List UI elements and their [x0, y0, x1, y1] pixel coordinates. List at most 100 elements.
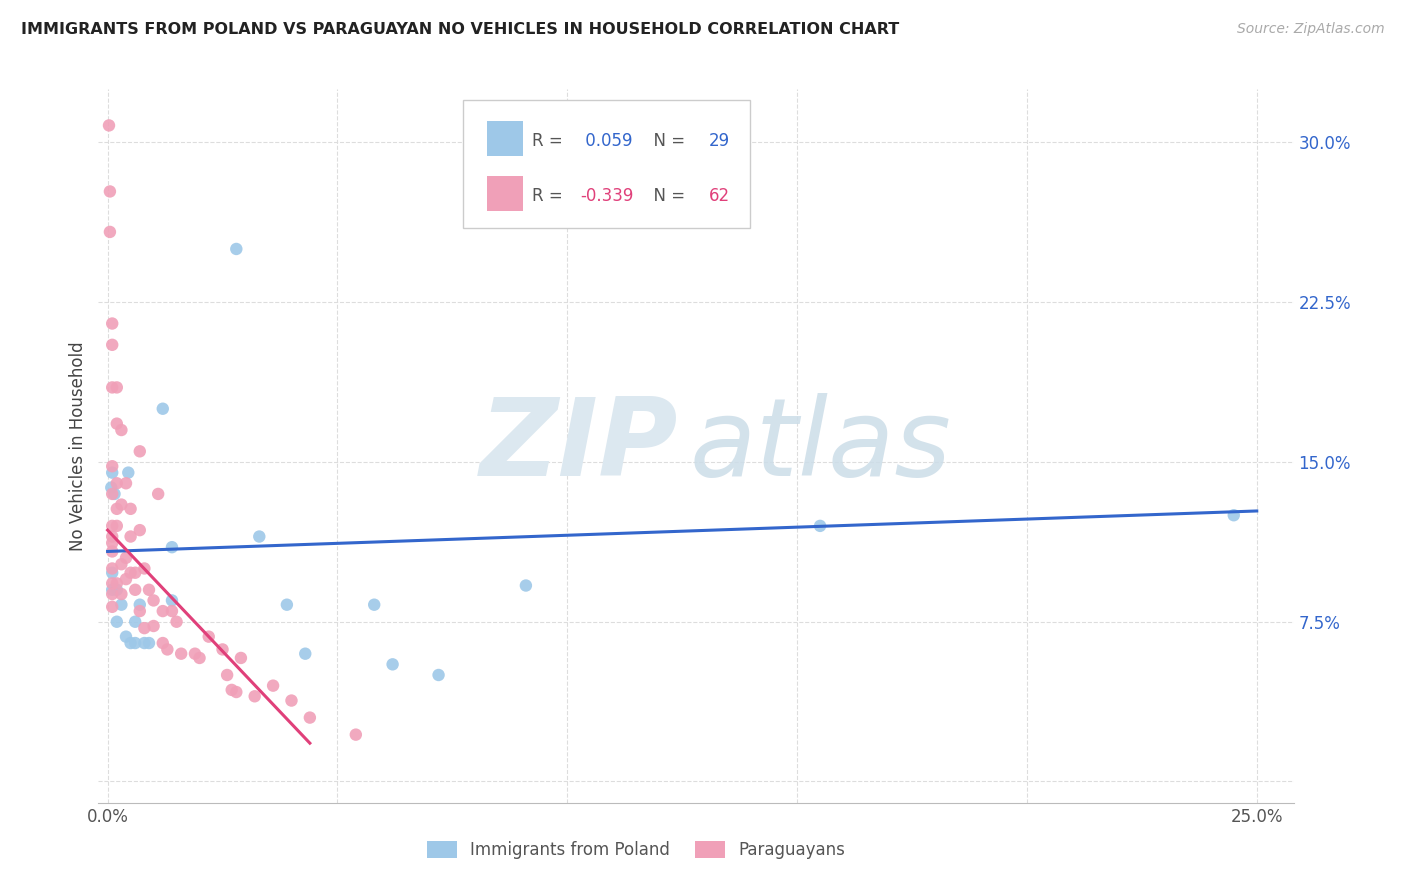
- Point: [217, 668, 239, 682]
- Point: [138, 636, 160, 650]
- Point: [105, 519, 128, 533]
- Point: [128, 598, 150, 612]
- Point: [120, 636, 142, 650]
- Point: [128, 604, 150, 618]
- Point: [100, 481, 122, 495]
- Point: [124, 566, 146, 580]
- Point: [160, 540, 183, 554]
- Point: [262, 679, 284, 693]
- Point: [188, 651, 211, 665]
- Point: [225, 242, 247, 256]
- Point: [115, 550, 138, 565]
- Text: 29: 29: [709, 132, 730, 150]
- Point: [134, 621, 156, 635]
- Point: [103, 487, 125, 501]
- Point: [101, 487, 124, 501]
- Point: [115, 476, 138, 491]
- Point: [105, 501, 128, 516]
- Point: [381, 657, 404, 672]
- Point: [142, 593, 165, 607]
- Point: [197, 630, 219, 644]
- Point: [101, 536, 124, 550]
- FancyBboxPatch shape: [486, 121, 523, 155]
- Point: [152, 636, 174, 650]
- Point: [98, 119, 121, 133]
- Point: [128, 523, 150, 537]
- Point: [221, 682, 243, 697]
- Point: [101, 529, 124, 543]
- Point: [294, 647, 316, 661]
- Point: [101, 317, 124, 331]
- Point: [808, 519, 831, 533]
- FancyBboxPatch shape: [463, 100, 749, 228]
- Point: [148, 487, 170, 501]
- Point: [280, 693, 302, 707]
- Point: [225, 685, 247, 699]
- Point: [124, 582, 146, 597]
- Point: [152, 401, 174, 416]
- Point: [105, 476, 128, 491]
- Text: ZIP: ZIP: [479, 393, 678, 499]
- Point: [152, 604, 174, 618]
- Text: R =: R =: [533, 132, 568, 150]
- Point: [101, 582, 124, 597]
- Point: [120, 566, 142, 580]
- FancyBboxPatch shape: [486, 177, 523, 211]
- Point: [134, 636, 156, 650]
- Point: [110, 423, 132, 437]
- Point: [115, 572, 138, 586]
- Point: [515, 578, 537, 592]
- Point: [98, 225, 121, 239]
- Point: [128, 444, 150, 458]
- Point: [156, 642, 179, 657]
- Point: [105, 380, 128, 394]
- Point: [124, 636, 146, 650]
- Point: [101, 466, 124, 480]
- Point: [184, 647, 207, 661]
- Point: [101, 459, 124, 474]
- Point: [120, 529, 142, 543]
- Point: [211, 642, 233, 657]
- Point: [229, 651, 252, 665]
- Point: [101, 561, 124, 575]
- Point: [120, 501, 142, 516]
- Point: [1223, 508, 1246, 523]
- Text: atlas: atlas: [690, 393, 952, 499]
- Point: [117, 466, 139, 480]
- Point: [105, 417, 128, 431]
- Text: N =: N =: [644, 187, 690, 205]
- Point: [101, 544, 124, 558]
- Point: [243, 690, 266, 704]
- Point: [101, 380, 124, 394]
- Point: [142, 619, 165, 633]
- Point: [101, 566, 124, 580]
- Point: [138, 582, 160, 597]
- Point: [101, 587, 124, 601]
- Text: Source: ZipAtlas.com: Source: ZipAtlas.com: [1237, 22, 1385, 37]
- Point: [101, 338, 124, 352]
- Point: [276, 598, 298, 612]
- Point: [101, 599, 124, 614]
- Point: [110, 498, 132, 512]
- Text: 0.059: 0.059: [581, 132, 633, 150]
- Point: [124, 615, 146, 629]
- Point: [98, 185, 121, 199]
- Point: [427, 668, 450, 682]
- Text: 62: 62: [709, 187, 730, 205]
- Point: [101, 519, 124, 533]
- Y-axis label: No Vehicles in Household: No Vehicles in Household: [69, 341, 87, 551]
- Point: [170, 647, 193, 661]
- Text: -0.339: -0.339: [581, 187, 634, 205]
- Text: N =: N =: [644, 132, 690, 150]
- Point: [160, 604, 183, 618]
- Point: [344, 728, 367, 742]
- Point: [247, 529, 270, 543]
- Point: [166, 615, 188, 629]
- Text: IMMIGRANTS FROM POLAND VS PARAGUAYAN NO VEHICLES IN HOUSEHOLD CORRELATION CHART: IMMIGRANTS FROM POLAND VS PARAGUAYAN NO …: [21, 22, 900, 37]
- Text: R =: R =: [533, 187, 568, 205]
- Point: [298, 710, 321, 724]
- Legend: Immigrants from Poland, Paraguayans: Immigrants from Poland, Paraguayans: [420, 834, 852, 866]
- Point: [110, 598, 132, 612]
- Point: [134, 561, 156, 575]
- Point: [105, 576, 128, 591]
